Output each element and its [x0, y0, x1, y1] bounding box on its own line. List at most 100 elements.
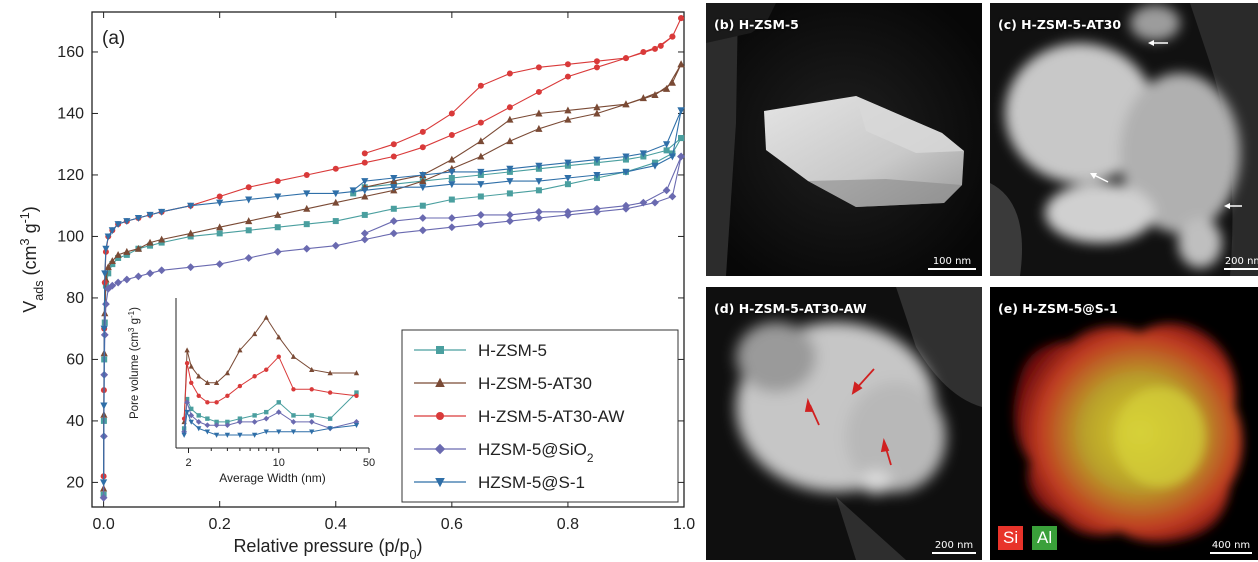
y-tick-label: 100: [57, 228, 84, 245]
data-point-2: [332, 165, 339, 172]
data-point-1: [477, 137, 485, 145]
data-point-3: [146, 269, 154, 278]
data-point-3: [677, 152, 685, 161]
data-point-2: [640, 48, 647, 55]
inset-data-point-0: [354, 390, 359, 395]
data-point-3: [389, 217, 398, 225]
data-point-4: [668, 153, 676, 161]
data-point-4: [622, 168, 630, 176]
inset-data-point-4: [181, 432, 187, 438]
inset-data-point-0: [264, 409, 269, 415]
data-point-4: [134, 214, 143, 222]
data-point-2: [535, 88, 542, 95]
inset-data-point-4: [309, 429, 315, 435]
data-point-3: [535, 207, 543, 216]
data-point-0: [390, 205, 397, 212]
data-point-4: [361, 178, 369, 185]
inset-data-point-3: [275, 409, 282, 415]
data-point-1: [274, 211, 282, 218]
data-point-1: [477, 152, 485, 160]
data-point-2: [245, 184, 252, 191]
data-point-2: [564, 73, 571, 80]
data-point-1: [662, 84, 671, 92]
legend-marker-4: [435, 478, 445, 488]
data-point-0: [303, 221, 310, 228]
data-point-4: [104, 233, 112, 241]
data-point-3: [639, 198, 648, 207]
data-point-2: [419, 128, 426, 135]
data-point-2: [535, 64, 542, 71]
y-tick-label: 80: [66, 290, 84, 307]
x-tick-label: 0.0: [92, 516, 114, 533]
data-point-4: [535, 178, 543, 185]
data-point-0: [669, 150, 676, 157]
tem-image-b: [706, 3, 982, 276]
tem-image-c: [990, 3, 1258, 276]
data-point-0: [332, 218, 339, 225]
inset-data-point-0: [276, 400, 281, 405]
data-point-3: [134, 272, 143, 281]
inset-data-point-2: [196, 393, 201, 399]
data-point-3: [122, 275, 131, 284]
inset-data-point-1: [204, 379, 211, 385]
data-point-4: [622, 153, 630, 161]
data-point-0: [274, 224, 281, 231]
inset-data-point-1: [251, 331, 258, 337]
data-point-2: [419, 144, 426, 151]
data-point-3: [418, 226, 427, 235]
data-point-3: [447, 214, 456, 222]
legend-label-2: H-ZSM-5-AT30-AW: [478, 407, 624, 426]
data-point-1: [506, 115, 514, 123]
inset-data-point-3: [263, 415, 270, 422]
legend-al-swatch: Al: [1032, 526, 1058, 550]
data-point-4: [564, 159, 572, 167]
scale-bar-d: 200 nm: [932, 540, 976, 554]
data-point-4: [100, 325, 108, 333]
tem-image-d: [706, 287, 982, 560]
inset-data-point-2: [264, 367, 269, 372]
legend-marker-2: [436, 412, 444, 420]
data-point-2: [651, 45, 658, 52]
inset-data-point-2: [327, 390, 333, 395]
inset-x-axis-title: Average Width (nm): [219, 471, 325, 485]
main-plot: 0.0 0.2 0.4 0.6 0.8 1.0 20 40 60 80 100 120 140 160 Re…: [18, 11, 695, 562]
data-point-4: [274, 193, 282, 201]
data-point-2: [361, 159, 368, 166]
data-point-4: [448, 168, 456, 176]
data-point-1: [216, 223, 224, 231]
data-point-1: [668, 78, 676, 86]
data-point-0: [564, 181, 571, 188]
inset-data-point-3: [251, 419, 258, 425]
x-tick-label: 1.0: [673, 516, 695, 533]
panel-c-label: (c) H-ZSM-5-AT30: [998, 17, 1122, 32]
tem-panel-b: (b) H-ZSM-5 100 nm: [706, 3, 982, 276]
data-point-2: [448, 110, 455, 117]
inset-y-axis-title: Pore volume (cm3 g-1): [127, 307, 142, 419]
data-point-0: [105, 270, 112, 277]
inset-data-point-4: [196, 426, 202, 432]
data-point-3: [186, 263, 195, 272]
inset-data-point-2: [205, 400, 210, 405]
data-point-4: [506, 165, 514, 173]
data-point-0: [477, 193, 484, 200]
inset-data-point-4: [263, 429, 269, 435]
data-point-1: [303, 204, 311, 212]
data-point-0: [663, 147, 670, 154]
scale-bar-b-text: 100 nm: [932, 256, 972, 267]
data-point-2: [390, 153, 397, 160]
inset-data-point-2: [291, 387, 296, 392]
inset-series-line-0: [183, 392, 357, 429]
legend-marker-0: [436, 346, 444, 354]
inset-data-point-0: [225, 419, 230, 425]
data-point-3: [157, 266, 166, 275]
inset-data-point-3: [213, 422, 220, 429]
data-point-4: [114, 221, 122, 229]
data-point-4: [593, 171, 601, 179]
data-point-1: [123, 247, 131, 255]
data-point-2: [303, 171, 310, 178]
inset-data-point-2: [354, 393, 359, 399]
data-point-2: [622, 55, 629, 62]
edx-map-e: [990, 287, 1258, 560]
inset-data-point-2: [184, 361, 190, 366]
legend-label-1: H-ZSM-5-AT30: [478, 374, 592, 393]
